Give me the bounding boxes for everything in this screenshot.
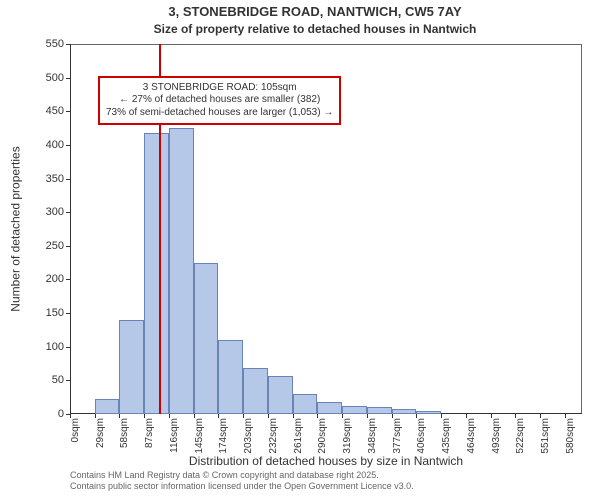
marker-info-box: 3 STONEBRIDGE ROAD: 105sqm← 27% of detac… bbox=[98, 76, 341, 126]
x-tick-label: 377sqm bbox=[392, 418, 403, 454]
histogram-bar bbox=[317, 402, 342, 414]
y-tick-label: 100 bbox=[46, 341, 64, 353]
y-tick-label: 250 bbox=[46, 240, 64, 252]
x-tick-label: 319sqm bbox=[342, 418, 353, 454]
y-tick-mark bbox=[66, 145, 70, 146]
histogram-bar bbox=[119, 320, 144, 414]
y-tick-mark bbox=[66, 212, 70, 213]
x-tick-label: 145sqm bbox=[194, 418, 205, 454]
title-line1: 3, STONEBRIDGE ROAD, NANTWICH, CW5 7AY bbox=[40, 4, 590, 20]
x-tick-label: 580sqm bbox=[565, 418, 576, 454]
histogram-bar bbox=[144, 133, 169, 414]
x-tick-label: 29sqm bbox=[95, 418, 106, 448]
y-tick-label: 550 bbox=[46, 38, 64, 50]
y-tick-mark bbox=[66, 347, 70, 348]
histogram-bar bbox=[416, 411, 441, 414]
x-tick-label: 290sqm bbox=[317, 418, 328, 454]
y-tick-label: 50 bbox=[52, 374, 64, 386]
y-tick-label: 200 bbox=[46, 273, 64, 285]
histogram-bar bbox=[194, 263, 219, 414]
y-tick-label: 0 bbox=[58, 408, 64, 420]
x-tick-label: 116sqm bbox=[169, 418, 180, 453]
x-tick-label: 58sqm bbox=[119, 418, 130, 448]
marker-info-line3: 73% of semi-detached houses are larger (… bbox=[106, 107, 333, 120]
plot-area: 0501001502002503003504004505005500sqm29s… bbox=[70, 44, 582, 414]
x-tick-label: 203sqm bbox=[243, 418, 254, 454]
attribution-line2: Contains public sector information licen… bbox=[70, 481, 582, 492]
y-tick-mark bbox=[66, 44, 70, 45]
y-tick-mark bbox=[66, 380, 70, 381]
x-tick-label: 551sqm bbox=[540, 418, 551, 454]
attribution-line1: Contains HM Land Registry data © Crown c… bbox=[70, 470, 582, 481]
x-tick-label: 522sqm bbox=[515, 418, 526, 454]
chart-title: 3, STONEBRIDGE ROAD, NANTWICH, CW5 7AY S… bbox=[40, 4, 590, 36]
x-tick-label: 174sqm bbox=[218, 418, 229, 454]
x-tick-label: 232sqm bbox=[268, 418, 279, 454]
y-axis-line bbox=[70, 44, 71, 414]
y-tick-label: 300 bbox=[46, 206, 64, 218]
y-tick-mark bbox=[66, 279, 70, 280]
histogram-bar bbox=[268, 376, 293, 414]
y-tick-mark bbox=[66, 246, 70, 247]
y-tick-mark bbox=[66, 313, 70, 314]
histogram-bar bbox=[293, 394, 318, 414]
x-tick-label: 348sqm bbox=[367, 418, 378, 454]
histogram-bar bbox=[342, 406, 367, 414]
histogram-bar bbox=[392, 409, 417, 414]
title-line2: Size of property relative to detached ho… bbox=[40, 22, 590, 36]
x-tick-label: 464sqm bbox=[466, 418, 477, 454]
histogram-bar bbox=[218, 340, 243, 414]
marker-info-line1: 3 STONEBRIDGE ROAD: 105sqm bbox=[106, 82, 333, 95]
x-tick-label: 261sqm bbox=[293, 418, 304, 454]
y-tick-label: 450 bbox=[46, 105, 64, 117]
x-tick-label: 493sqm bbox=[491, 418, 502, 454]
histogram-bar bbox=[169, 128, 194, 414]
histogram-bar bbox=[243, 368, 268, 414]
x-tick-label: 435sqm bbox=[441, 418, 452, 454]
y-tick-label: 150 bbox=[46, 307, 64, 319]
y-tick-mark bbox=[66, 111, 70, 112]
x-tick-label: 87sqm bbox=[144, 418, 155, 448]
attribution-text: Contains HM Land Registry data © Crown c… bbox=[70, 470, 582, 492]
histogram-bar bbox=[95, 399, 120, 414]
y-tick-label: 400 bbox=[46, 139, 64, 151]
x-tick-label: 406sqm bbox=[416, 418, 427, 454]
y-tick-mark bbox=[66, 179, 70, 180]
marker-info-line2: ← 27% of detached houses are smaller (38… bbox=[106, 94, 333, 107]
x-axis-label: Distribution of detached houses by size … bbox=[70, 454, 582, 468]
y-tick-label: 500 bbox=[46, 72, 64, 84]
x-tick-label: 0sqm bbox=[70, 418, 81, 442]
y-tick-mark bbox=[66, 78, 70, 79]
histogram-bar bbox=[367, 407, 392, 414]
y-tick-label: 350 bbox=[46, 173, 64, 185]
y-axis-label: Number of detached properties bbox=[6, 44, 26, 414]
